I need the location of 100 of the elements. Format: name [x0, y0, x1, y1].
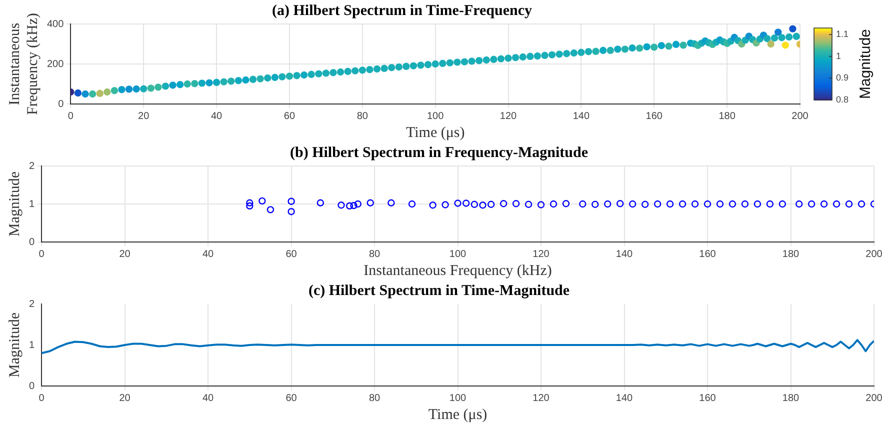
x-tick-label: 140	[616, 392, 634, 404]
x-tick-label: 40	[202, 248, 214, 260]
x-tick-label: 40	[202, 392, 214, 404]
x-tick-label: 60	[286, 392, 298, 404]
x-axis-title: Time (μs)	[406, 124, 465, 141]
point	[579, 200, 586, 208]
x-tick-label: 120	[532, 248, 550, 260]
x-tick-label: 160	[646, 110, 663, 122]
point	[500, 200, 508, 208]
point	[832, 200, 840, 208]
point	[442, 201, 449, 208]
x-tick-label: 20	[138, 110, 150, 122]
point	[754, 200, 762, 208]
x-tick-label: 20	[119, 248, 131, 260]
x-tick-label: 0	[38, 248, 45, 260]
y-tick-label: 1	[29, 198, 35, 210]
chart-title: (c) Hilbert Spectrum in Time-Magnitude	[308, 282, 570, 299]
point	[479, 202, 486, 209]
point	[616, 200, 624, 208]
color-bar-label: 0.9	[836, 72, 849, 83]
point	[246, 199, 254, 206]
point	[288, 198, 295, 205]
x-tick-label: 100	[449, 392, 467, 404]
point	[346, 202, 354, 210]
point	[454, 200, 462, 207]
point	[795, 200, 803, 208]
x-tick-label: 200	[866, 392, 883, 404]
point	[537, 201, 545, 208]
point	[388, 199, 395, 206]
y-axis-title: Magnitude	[6, 171, 23, 236]
y-tick-label: 2	[29, 160, 35, 172]
point	[666, 200, 674, 208]
y-tick-label: 0	[29, 236, 35, 248]
color-bar-label: 0.8	[836, 94, 849, 104]
x-tick-label: 80	[368, 248, 381, 260]
point	[550, 200, 558, 208]
point	[366, 199, 374, 206]
point	[704, 200, 712, 208]
point	[604, 200, 612, 208]
point	[641, 200, 649, 208]
point	[654, 200, 662, 208]
point	[338, 202, 345, 209]
x-axis-title: Time (μs)	[428, 406, 488, 423]
point	[778, 200, 786, 208]
point	[429, 202, 436, 209]
point	[592, 200, 599, 208]
x-tick-label: 120	[500, 110, 518, 122]
point	[741, 200, 749, 208]
point	[288, 208, 295, 216]
chart-title: (b) Hilbert Spectrum in Frequency-Magnitude	[290, 144, 588, 161]
point	[845, 200, 853, 208]
y-tick-label: 200	[46, 58, 64, 70]
point	[462, 200, 470, 207]
point	[350, 202, 358, 210]
x-tick-label: 100	[449, 248, 467, 260]
x-tick-label: 140	[572, 110, 590, 122]
x-tick-label: 60	[286, 248, 298, 260]
point	[316, 199, 324, 206]
point	[716, 200, 724, 208]
x-tick-label: 80	[356, 110, 368, 122]
point	[678, 200, 686, 208]
point	[524, 200, 532, 208]
point	[562, 200, 570, 208]
chart-title: (a) Hilbert Spectrum in Time-Frequency	[272, 2, 532, 19]
y-tick-label: 0	[29, 380, 35, 392]
point	[258, 197, 266, 205]
x-tick-label: 140	[616, 248, 634, 260]
x-tick-label: 0	[68, 110, 74, 122]
color-bar-label: 1	[836, 50, 842, 61]
y-axis-title: Magnitude	[6, 312, 23, 378]
point	[470, 200, 478, 208]
point	[408, 200, 416, 208]
y-tick-label: 1	[29, 340, 35, 351]
y-tick-label: 2	[29, 298, 35, 310]
x-tick-label: 80	[368, 392, 381, 404]
x-axis-title: Instantaneous Frequency (kHz)	[364, 262, 552, 279]
point	[246, 202, 254, 210]
point	[512, 200, 520, 208]
x-tick-label: 160	[699, 392, 716, 404]
color-bar-label: 1.1	[836, 29, 849, 40]
y-axis-title: Instantaneous Frequency (kHz)	[6, 12, 41, 116]
point	[628, 200, 636, 208]
point	[266, 206, 274, 214]
color-bar-title: Magnitude	[857, 28, 874, 100]
point	[766, 200, 774, 208]
x-tick-label: 180	[782, 248, 800, 260]
y-tick-label: 0	[58, 98, 64, 110]
x-tick-label: 200	[866, 248, 883, 260]
point	[728, 200, 736, 208]
x-tick-label: 120	[532, 392, 550, 404]
x-tick-label: 200	[792, 110, 809, 122]
x-tick-label: 40	[210, 110, 223, 122]
point	[808, 200, 816, 208]
x-tick-label: 160	[699, 248, 716, 260]
y-tick-label: 400	[46, 18, 64, 30]
point	[487, 200, 495, 208]
x-tick-label: 20	[119, 392, 131, 404]
point	[691, 200, 699, 208]
point	[354, 200, 362, 208]
x-tick-label: 60	[284, 110, 296, 122]
